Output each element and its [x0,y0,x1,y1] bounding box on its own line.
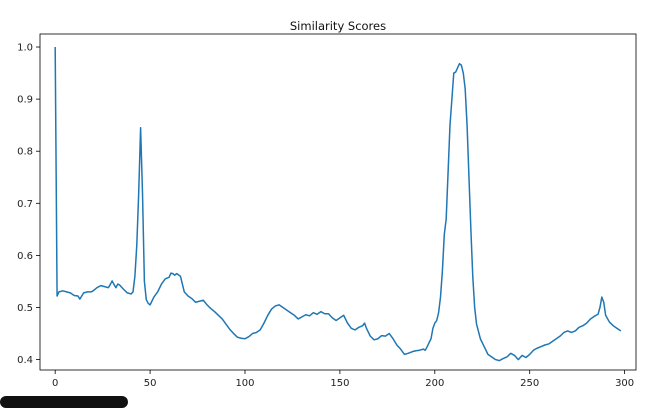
x-axis: 0 50 100 150 200 250 300 [52,370,634,389]
x-tick-label: 250 [520,378,539,389]
x-tick-label: 0 [52,378,58,389]
plot-frame [39,33,637,371]
x-tick-label: 200 [425,378,444,389]
y-tick-label: 0.5 [17,303,33,314]
chart-title: Similarity Scores [290,19,386,33]
y-tick-label: 0.9 [17,95,33,106]
y-tick-label: 0.4 [17,355,33,366]
y-axis: 0.4 0.5 0.6 0.7 0.8 0.9 1.0 [17,43,40,366]
x-tick-label: 100 [235,378,254,389]
x-tick-label: 300 [615,378,634,389]
y-tick-label: 0.7 [17,199,33,210]
series-line [54,47,622,362]
y-tick-label: 0.6 [17,251,33,262]
y-tick-label: 0.8 [17,147,33,158]
y-tick-label: 1.0 [17,43,33,54]
plot-background [40,34,636,370]
x-tick-label: 50 [144,378,157,389]
x-tick-label: 150 [330,378,349,389]
bottom-overlay-bar [0,396,128,408]
